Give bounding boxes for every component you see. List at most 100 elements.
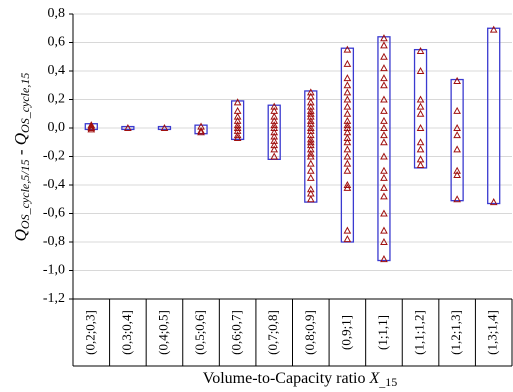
x-tick-label: (1;1,1] bbox=[375, 315, 390, 350]
x-tick-label: (0,2;0,3] bbox=[82, 310, 97, 355]
point bbox=[380, 192, 388, 200]
point bbox=[380, 116, 388, 124]
point bbox=[233, 133, 242, 141]
point bbox=[416, 145, 425, 153]
point bbox=[306, 98, 315, 106]
y-tick-label: -0,2 bbox=[43, 149, 65, 164]
point bbox=[416, 47, 425, 55]
range-box bbox=[377, 36, 391, 262]
point bbox=[453, 195, 461, 203]
point bbox=[87, 122, 96, 130]
point bbox=[160, 123, 169, 131]
point bbox=[380, 64, 388, 72]
point bbox=[197, 126, 205, 134]
point bbox=[343, 133, 352, 141]
x-tick-label: (1,2;1,3] bbox=[448, 310, 463, 355]
point bbox=[343, 88, 352, 96]
x-tick-label: (0,7;0,8] bbox=[265, 310, 280, 355]
point bbox=[416, 102, 425, 110]
y-label-sub1: OS_cycle,5/15 bbox=[18, 159, 32, 229]
point bbox=[343, 45, 352, 53]
x-label-var: X bbox=[369, 370, 381, 387]
point bbox=[343, 74, 352, 82]
point bbox=[380, 183, 388, 191]
point bbox=[343, 102, 352, 110]
point bbox=[380, 123, 388, 131]
point bbox=[343, 109, 352, 117]
y-tick-label: 0,8 bbox=[48, 6, 66, 21]
point bbox=[343, 226, 352, 234]
point bbox=[233, 112, 242, 120]
x-tick-label: (0,5;0,6] bbox=[192, 310, 207, 355]
point bbox=[306, 152, 315, 160]
point bbox=[380, 173, 388, 181]
point bbox=[453, 76, 461, 84]
point bbox=[343, 183, 352, 191]
point bbox=[380, 255, 388, 263]
point bbox=[416, 161, 425, 169]
point bbox=[306, 102, 315, 110]
y-label-sep: - bbox=[11, 145, 30, 159]
point bbox=[306, 173, 315, 181]
y-axis-label: QOS_cycle,5/15 - QOS_cycle,15 bbox=[11, 73, 32, 242]
x-tick-label: (0,9;1] bbox=[338, 315, 353, 350]
point bbox=[270, 123, 279, 131]
range-box bbox=[157, 125, 172, 131]
point bbox=[489, 25, 498, 33]
point bbox=[306, 112, 315, 120]
point bbox=[489, 198, 498, 206]
x-tick-label: (1,1;1,2] bbox=[412, 310, 427, 355]
point bbox=[270, 152, 279, 160]
point bbox=[306, 141, 315, 149]
point bbox=[343, 81, 352, 89]
point bbox=[306, 166, 315, 174]
y-label-q1: Q bbox=[11, 229, 30, 241]
point bbox=[306, 88, 315, 96]
x-axis-label: Volume-to-Capacity ratio X_15 bbox=[203, 370, 398, 389]
point bbox=[306, 149, 315, 157]
x-tick-label: (0,6;0,7] bbox=[229, 310, 244, 355]
x-tick-label: (0,4;0,5] bbox=[155, 310, 170, 355]
point bbox=[270, 112, 279, 120]
y-tick-label: 0,2 bbox=[48, 92, 66, 107]
x-label-sub: _15 bbox=[378, 375, 397, 389]
point bbox=[343, 95, 352, 103]
point bbox=[306, 185, 315, 193]
point bbox=[380, 209, 388, 217]
point bbox=[343, 59, 352, 67]
point bbox=[380, 226, 388, 234]
point bbox=[270, 145, 279, 153]
point bbox=[233, 126, 242, 134]
point bbox=[233, 116, 242, 124]
point bbox=[380, 106, 388, 114]
point bbox=[306, 116, 315, 124]
point bbox=[453, 123, 461, 131]
range-box bbox=[121, 125, 135, 131]
point bbox=[453, 106, 461, 114]
point bbox=[416, 66, 425, 74]
point bbox=[380, 237, 388, 245]
point bbox=[343, 123, 352, 131]
point bbox=[380, 131, 388, 139]
point bbox=[270, 132, 279, 140]
point bbox=[233, 131, 242, 139]
point bbox=[306, 126, 315, 134]
point bbox=[124, 123, 132, 131]
point bbox=[380, 166, 388, 174]
point bbox=[343, 152, 352, 160]
y-label-q2: Q bbox=[11, 133, 30, 145]
point bbox=[453, 131, 461, 139]
range-box bbox=[487, 27, 501, 205]
point bbox=[270, 121, 279, 129]
y-tick-label: 0,6 bbox=[48, 35, 66, 50]
point bbox=[453, 170, 461, 179]
point bbox=[380, 74, 388, 82]
point bbox=[306, 109, 315, 117]
point bbox=[343, 180, 352, 188]
point bbox=[306, 145, 315, 153]
point bbox=[233, 123, 242, 131]
range-box bbox=[450, 78, 464, 202]
point bbox=[270, 102, 279, 110]
point bbox=[306, 119, 315, 127]
